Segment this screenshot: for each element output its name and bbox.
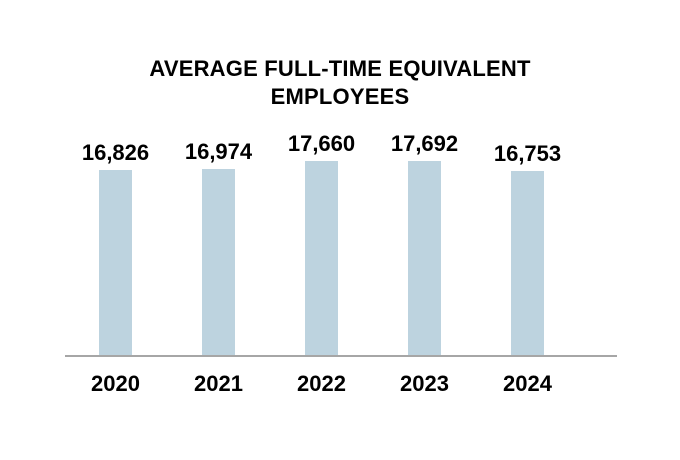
bar-2023 [408,161,441,355]
value-label-2024: 16,753 [493,141,562,166]
bar-2024 [511,171,544,355]
chart-title: AVERAGE FULL-TIME EQUIVALENT EMPLOYEES [149,56,531,109]
value-label-2020: 16,826 [81,140,150,165]
value-label-2022: 17,660 [287,131,356,156]
x-tick-2023: 2023 [400,371,449,396]
x-tick-2020: 2020 [91,371,140,396]
value-label-2021: 16,974 [184,139,253,164]
bar-2020 [99,170,132,355]
value-label-2023: 17,692 [390,131,459,156]
bar-2021 [202,169,235,355]
x-axis-line [65,355,617,357]
x-tick-2021: 2021 [194,371,243,396]
x-tick-2024: 2024 [503,371,552,396]
x-tick-2022: 2022 [297,371,346,396]
bar-2022 [305,161,338,355]
